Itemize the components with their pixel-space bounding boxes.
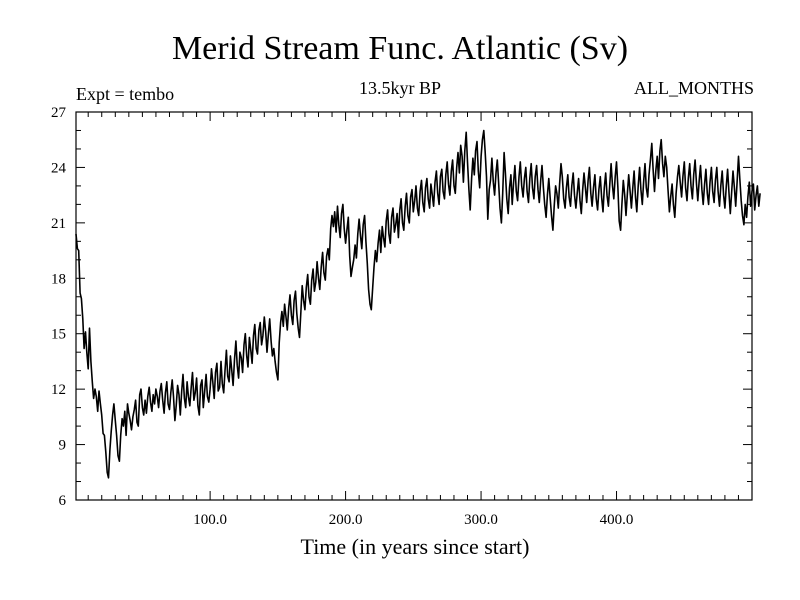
x-tick-label: 400.0 xyxy=(600,512,634,528)
chart-subtitle: 13.5kyr BP xyxy=(358,78,441,98)
y-tick-label: 21 xyxy=(51,216,66,232)
plot-frame xyxy=(75,111,753,501)
chart-title: Merid Stream Func. Atlantic (Sv) xyxy=(171,30,629,67)
months-label: ALL_MONTHS xyxy=(634,78,754,98)
series-line xyxy=(75,129,761,479)
tick-labels: 100.0 200.0 300.0 400.0 6 9 12 15 18 21 24 27 xyxy=(51,105,633,528)
x-tick-label: 300.0 xyxy=(464,512,498,528)
y-tick-label: 18 xyxy=(51,271,66,287)
y-tick-label: 6 xyxy=(59,493,67,509)
x-tick-label: 100.0 xyxy=(193,512,227,528)
experiment-label: Expt = tembo xyxy=(76,84,175,104)
x-axis-label: Time (in years since start) xyxy=(300,534,530,559)
x-tick-label: 200.0 xyxy=(329,512,363,528)
y-tick-label: 12 xyxy=(51,382,66,398)
tick-marks xyxy=(76,111,752,501)
y-tick-label: 15 xyxy=(51,327,66,343)
y-tick-label: 9 xyxy=(59,438,67,454)
y-tick-label: 24 xyxy=(51,160,67,176)
y-tick-label: 27 xyxy=(51,105,67,121)
